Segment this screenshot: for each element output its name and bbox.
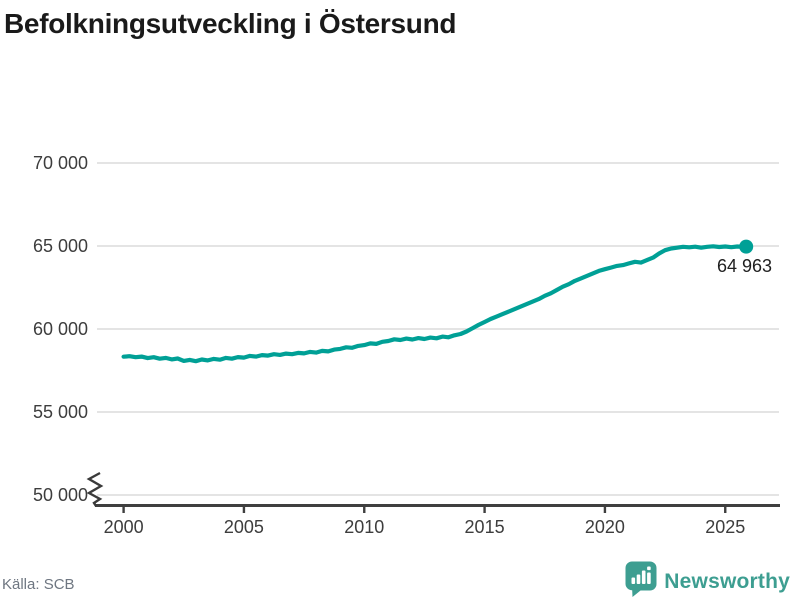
y-tick-label: 70 000 [32,153,88,173]
x-tick-label: 2020 [584,517,625,537]
x-tick-label: 2010 [344,517,385,537]
y-tick-label: 50 000 [32,485,88,505]
x-tick-label: 2025 [705,517,746,537]
axis-break-icon [86,471,104,507]
chart-title: Befolkningsutveckling i Östersund [4,8,457,39]
newsworthy-wordmark: Newsworthy [664,569,790,593]
x-tick-label: 2000 [103,517,144,537]
x-axis-ticks [122,505,727,513]
latest-value-dot [739,239,754,254]
x-tick-label: 2005 [223,517,264,537]
newsworthy-bar-chart-speech-bubble-icon [625,561,657,602]
y-tick-label: 55 000 [32,402,88,422]
population-line [121,244,749,364]
x-tick-label: 2015 [464,517,505,537]
source-label: Källa: SCB [2,576,75,593]
gridlines [97,162,779,496]
y-tick-label: 65 000 [32,236,88,256]
newsworthy-logo[interactable]: Newsworthy [625,561,790,602]
y-tick-label: 60 000 [32,319,88,339]
latest-value-label: 64 963 [716,256,772,276]
